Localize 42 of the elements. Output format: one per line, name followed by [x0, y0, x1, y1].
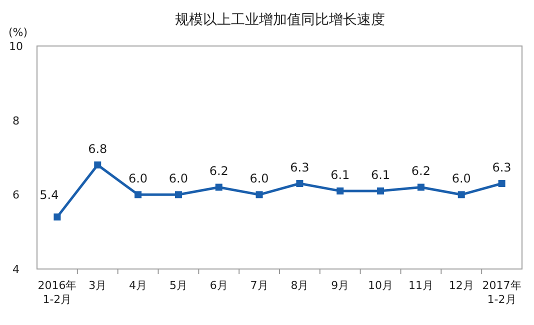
- x-tick-label: 12月: [448, 279, 474, 292]
- point: [94, 161, 102, 168]
- x-tick-label: 9月: [331, 279, 350, 292]
- point: [336, 187, 344, 194]
- point: [458, 191, 465, 198]
- x-tick-label: 10月: [368, 279, 394, 292]
- point: [498, 180, 506, 188]
- point: [174, 191, 182, 198]
- y-tick-label: 6: [12, 188, 20, 202]
- data-label: 6.0: [452, 172, 471, 186]
- x-tick-label: 4月: [129, 279, 148, 292]
- data-label: 6.3: [492, 160, 512, 175]
- data-label: 6.1: [370, 168, 390, 182]
- data-label: 6.2: [411, 164, 431, 178]
- point: [54, 213, 61, 220]
- point: [256, 191, 263, 198]
- x-tick-label: 7月: [250, 279, 268, 292]
- x-tick-label: 3月: [88, 279, 107, 292]
- x-tick-label: 11月: [408, 279, 434, 292]
- point: [215, 184, 222, 191]
- data-label: 6.3: [290, 160, 310, 175]
- x-tick-label: 5月: [169, 279, 188, 292]
- data-label: 6.0: [128, 172, 148, 186]
- x-tick-label: 8月: [290, 279, 309, 292]
- y-axis-title: (%): [8, 26, 28, 39]
- y-tick-label: 4: [12, 263, 20, 276]
- point: [417, 184, 424, 191]
- x-tick-label: 2016年 1-2月: [38, 279, 77, 306]
- chart-title: 规模以上工业增加值同比增长速度: [175, 12, 385, 28]
- y-tick-label: 10: [9, 40, 23, 53]
- data-label: 6.0: [250, 172, 269, 186]
- point: [377, 187, 384, 194]
- y-tick-label: 8: [12, 114, 20, 128]
- x-tick-label: 2017年 1-2月: [482, 279, 522, 306]
- data-label: 6.1: [330, 168, 350, 182]
- data-label: 6.2: [209, 164, 228, 178]
- data-label: 5.4: [40, 188, 59, 202]
- x-tick-label: 6月: [210, 279, 228, 292]
- point: [296, 180, 304, 188]
- point: [134, 191, 142, 198]
- data-label: 6.0: [168, 172, 188, 186]
- data-label: 6.8: [88, 142, 108, 156]
